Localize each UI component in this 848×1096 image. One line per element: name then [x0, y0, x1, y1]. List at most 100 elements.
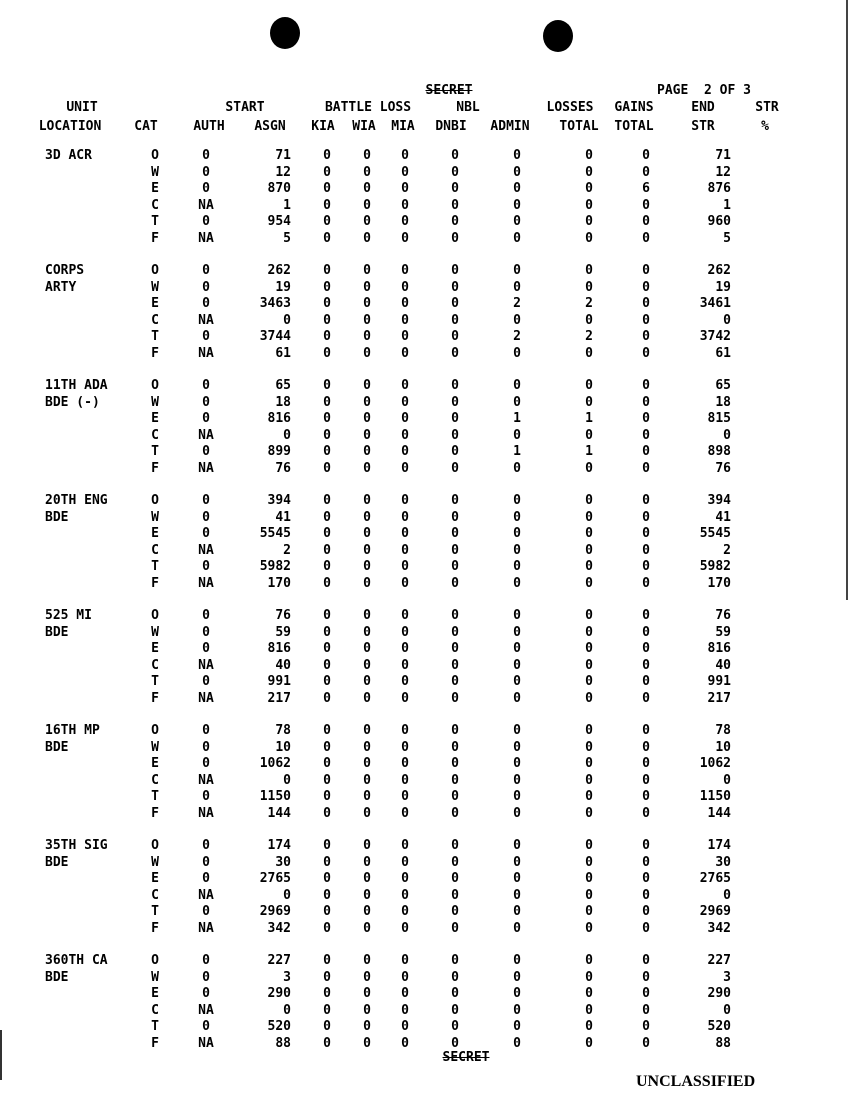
cell-losses-total: 0: [585, 493, 593, 508]
cell-end-str: 876: [707, 181, 731, 196]
cell-admin: 0: [513, 1002, 521, 1018]
cell-kia: 0: [323, 838, 331, 853]
cell-losses-total: 0: [585, 575, 593, 591]
cell-kia: 0: [323, 674, 331, 689]
cell-mia: 0: [401, 690, 409, 706]
cell-asgn: 0: [283, 1002, 291, 1018]
cell-wia: 0: [363, 969, 371, 985]
cell-asgn: 816: [267, 641, 291, 656]
cell-mia: 0: [401, 345, 409, 361]
cell-auth: 0: [202, 181, 210, 196]
cell-dnbi: 0: [451, 542, 459, 558]
col-dnbi: DNBI: [435, 119, 467, 134]
cell-losses-total: 0: [585, 772, 593, 788]
cell-asgn: 30: [275, 854, 291, 870]
cell-dnbi: 0: [451, 772, 459, 788]
cell-asgn: 3: [283, 969, 291, 985]
cell-kia: 0: [323, 1019, 331, 1034]
cell-gains-total: 0: [642, 887, 650, 903]
cell-asgn: 3744: [259, 329, 291, 344]
cell-asgn: 76: [275, 460, 291, 476]
page-edge-left: [0, 1030, 2, 1080]
cell-losses-total: 0: [585, 641, 593, 656]
punch-hole-left: [270, 17, 300, 49]
cell-mia: 0: [401, 641, 409, 656]
cell-asgn: 5982: [259, 559, 291, 574]
cell-dnbi: 0: [451, 854, 459, 870]
cell-losses-total: 0: [585, 969, 593, 985]
cell-asgn: 76: [275, 608, 291, 623]
cell-wia: 0: [363, 805, 371, 821]
cell-auth: 0: [202, 624, 210, 640]
cell-losses-total: 0: [585, 559, 593, 574]
cell-mia: 0: [401, 1002, 409, 1018]
unit-location: BDE: [45, 624, 69, 640]
cell-dnbi: 0: [451, 378, 459, 393]
cell-auth: 0: [202, 526, 210, 541]
cell-mia: 0: [401, 871, 409, 886]
cell-admin: 0: [513, 164, 521, 180]
cell-gains-total: 0: [642, 739, 650, 755]
cell-cat: O: [151, 378, 159, 393]
cell-end-str: 290: [707, 986, 731, 1001]
cell-wia: 0: [363, 345, 371, 361]
cell-asgn: 0: [283, 312, 291, 328]
cell-kia: 0: [323, 444, 331, 459]
cell-end-str: 0: [723, 887, 731, 903]
cell-gains-total: 0: [642, 345, 650, 361]
cell-cat: F: [151, 920, 159, 936]
cell-admin: 0: [513, 739, 521, 755]
cell-asgn: 2765: [259, 871, 291, 886]
cell-end-str: 76: [715, 460, 731, 476]
cell-dnbi: 0: [451, 575, 459, 591]
cell-end-str: 144: [707, 805, 731, 821]
cell-mia: 0: [401, 296, 409, 311]
cell-mia: 0: [401, 148, 409, 163]
cell-cat: W: [151, 854, 159, 870]
cell-admin: 0: [513, 789, 521, 804]
cell-admin: 0: [513, 805, 521, 821]
cell-dnbi: 0: [451, 641, 459, 656]
cell-mia: 0: [401, 263, 409, 278]
cell-end-str: 88: [715, 1035, 731, 1051]
cell-end-str: 1: [723, 197, 731, 213]
cell-asgn: 2: [283, 542, 291, 558]
cell-cat: O: [151, 953, 159, 968]
cell-admin: 0: [513, 394, 521, 410]
cell-end-str: 40: [715, 657, 731, 673]
cell-wia: 0: [363, 263, 371, 278]
cell-kia: 0: [323, 739, 331, 755]
cell-gains-total: 0: [642, 214, 650, 229]
cell-wia: 0: [363, 789, 371, 804]
cell-wia: 0: [363, 148, 371, 163]
cell-admin: 0: [513, 887, 521, 903]
cell-dnbi: 0: [451, 838, 459, 853]
cell-auth: 0: [202, 559, 210, 574]
cell-dnbi: 0: [451, 263, 459, 278]
col-asgn: ASGN: [254, 119, 286, 134]
cell-end-str: 816: [707, 641, 731, 656]
cell-wia: 0: [363, 1002, 371, 1018]
cell-mia: 0: [401, 214, 409, 229]
cell-losses-total: 0: [585, 723, 593, 738]
cell-cat: T: [151, 1019, 159, 1034]
cell-end-str: 18: [715, 394, 731, 410]
cell-kia: 0: [323, 279, 331, 295]
cell-asgn: 217: [267, 690, 291, 706]
cell-losses-total: 0: [585, 181, 593, 196]
cell-cat: T: [151, 789, 159, 804]
cell-cat: C: [151, 542, 159, 558]
col-gains-total: TOTAL: [614, 119, 654, 134]
cell-gains-total: 0: [642, 608, 650, 623]
cell-losses-total: 0: [585, 756, 593, 771]
cell-wia: 0: [363, 772, 371, 788]
cell-wia: 0: [363, 230, 371, 246]
cell-dnbi: 0: [451, 674, 459, 689]
cell-asgn: 0: [283, 772, 291, 788]
cell-cat: E: [151, 871, 159, 886]
cell-mia: 0: [401, 1019, 409, 1034]
cell-losses-total: 0: [585, 953, 593, 968]
cell-auth: NA: [198, 460, 214, 476]
cell-asgn: 991: [267, 674, 291, 689]
cell-asgn: 394: [267, 493, 291, 508]
